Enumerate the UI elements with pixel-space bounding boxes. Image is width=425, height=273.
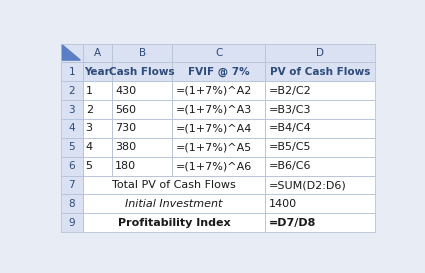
Bar: [61, 119, 82, 138]
Polygon shape: [62, 45, 80, 60]
Text: Total PV of Cash Flows: Total PV of Cash Flows: [112, 180, 236, 190]
Bar: [266, 81, 375, 100]
Bar: [266, 194, 375, 213]
Text: =D7/D8: =D7/D8: [269, 218, 316, 228]
Bar: [112, 100, 173, 119]
Text: 3: 3: [86, 123, 93, 133]
Bar: [82, 138, 112, 157]
Text: 2: 2: [86, 105, 93, 115]
Text: 7: 7: [68, 180, 75, 190]
Text: 560: 560: [115, 105, 136, 115]
Bar: [61, 157, 82, 176]
Text: 430: 430: [115, 86, 136, 96]
Text: =(1+7%)^A5: =(1+7%)^A5: [176, 142, 252, 152]
Bar: [173, 100, 266, 119]
Text: =B5/C5: =B5/C5: [269, 142, 311, 152]
Bar: [82, 157, 112, 176]
Bar: [82, 43, 112, 63]
Text: 180: 180: [115, 161, 136, 171]
Text: Initial Investment: Initial Investment: [125, 199, 223, 209]
Text: 5: 5: [68, 142, 75, 152]
Bar: [266, 213, 375, 232]
Bar: [61, 63, 82, 81]
Bar: [61, 213, 82, 232]
Text: 8: 8: [68, 199, 75, 209]
Text: 6: 6: [68, 161, 75, 171]
Bar: [266, 157, 375, 176]
Bar: [82, 63, 112, 81]
Bar: [173, 43, 266, 63]
Bar: [112, 119, 173, 138]
Text: 1: 1: [68, 67, 75, 77]
Text: PV of Cash Flows: PV of Cash Flows: [270, 67, 370, 77]
Text: 380: 380: [115, 142, 136, 152]
Bar: [82, 176, 266, 194]
Text: B: B: [139, 48, 146, 58]
Text: =SUM(D2:D6): =SUM(D2:D6): [269, 180, 346, 190]
Text: 5: 5: [86, 161, 93, 171]
Text: =(1+7%)^A4: =(1+7%)^A4: [176, 123, 252, 133]
Bar: [173, 81, 266, 100]
Bar: [61, 138, 82, 157]
Text: 3: 3: [68, 105, 75, 115]
Bar: [173, 138, 266, 157]
Bar: [266, 43, 375, 63]
Bar: [266, 138, 375, 157]
Text: =B3/C3: =B3/C3: [269, 105, 311, 115]
Text: =(1+7%)^A2: =(1+7%)^A2: [176, 86, 252, 96]
Bar: [82, 119, 112, 138]
Text: 730: 730: [115, 123, 136, 133]
Text: 9: 9: [68, 218, 75, 228]
Bar: [82, 194, 266, 213]
Bar: [82, 81, 112, 100]
Bar: [61, 100, 82, 119]
Bar: [173, 157, 266, 176]
Bar: [61, 176, 82, 194]
Text: =B6/C6: =B6/C6: [269, 161, 311, 171]
Text: =(1+7%)^A3: =(1+7%)^A3: [176, 105, 252, 115]
Text: 4: 4: [68, 123, 75, 133]
Bar: [112, 157, 173, 176]
Text: C: C: [215, 48, 223, 58]
Text: =B2/C2: =B2/C2: [269, 86, 312, 96]
Text: Cash Flows: Cash Flows: [109, 67, 175, 77]
Bar: [266, 176, 375, 194]
Bar: [112, 138, 173, 157]
Bar: [61, 81, 82, 100]
Text: A: A: [94, 48, 101, 58]
Bar: [61, 43, 82, 63]
Bar: [173, 63, 266, 81]
Text: =B4/C4: =B4/C4: [269, 123, 312, 133]
Bar: [82, 100, 112, 119]
Bar: [266, 119, 375, 138]
Text: Profitability Index: Profitability Index: [118, 218, 230, 228]
Bar: [266, 100, 375, 119]
Text: 1: 1: [86, 86, 93, 96]
Text: FVIF @ 7%: FVIF @ 7%: [188, 67, 250, 77]
Bar: [112, 43, 173, 63]
Text: D: D: [316, 48, 324, 58]
Bar: [112, 63, 173, 81]
Text: 2: 2: [68, 86, 75, 96]
Bar: [173, 119, 266, 138]
Text: 1400: 1400: [269, 199, 297, 209]
Bar: [112, 81, 173, 100]
Text: Year: Year: [85, 67, 110, 77]
Text: 4: 4: [86, 142, 93, 152]
Text: =(1+7%)^A6: =(1+7%)^A6: [176, 161, 252, 171]
Bar: [82, 213, 266, 232]
Bar: [266, 63, 375, 81]
Bar: [61, 194, 82, 213]
